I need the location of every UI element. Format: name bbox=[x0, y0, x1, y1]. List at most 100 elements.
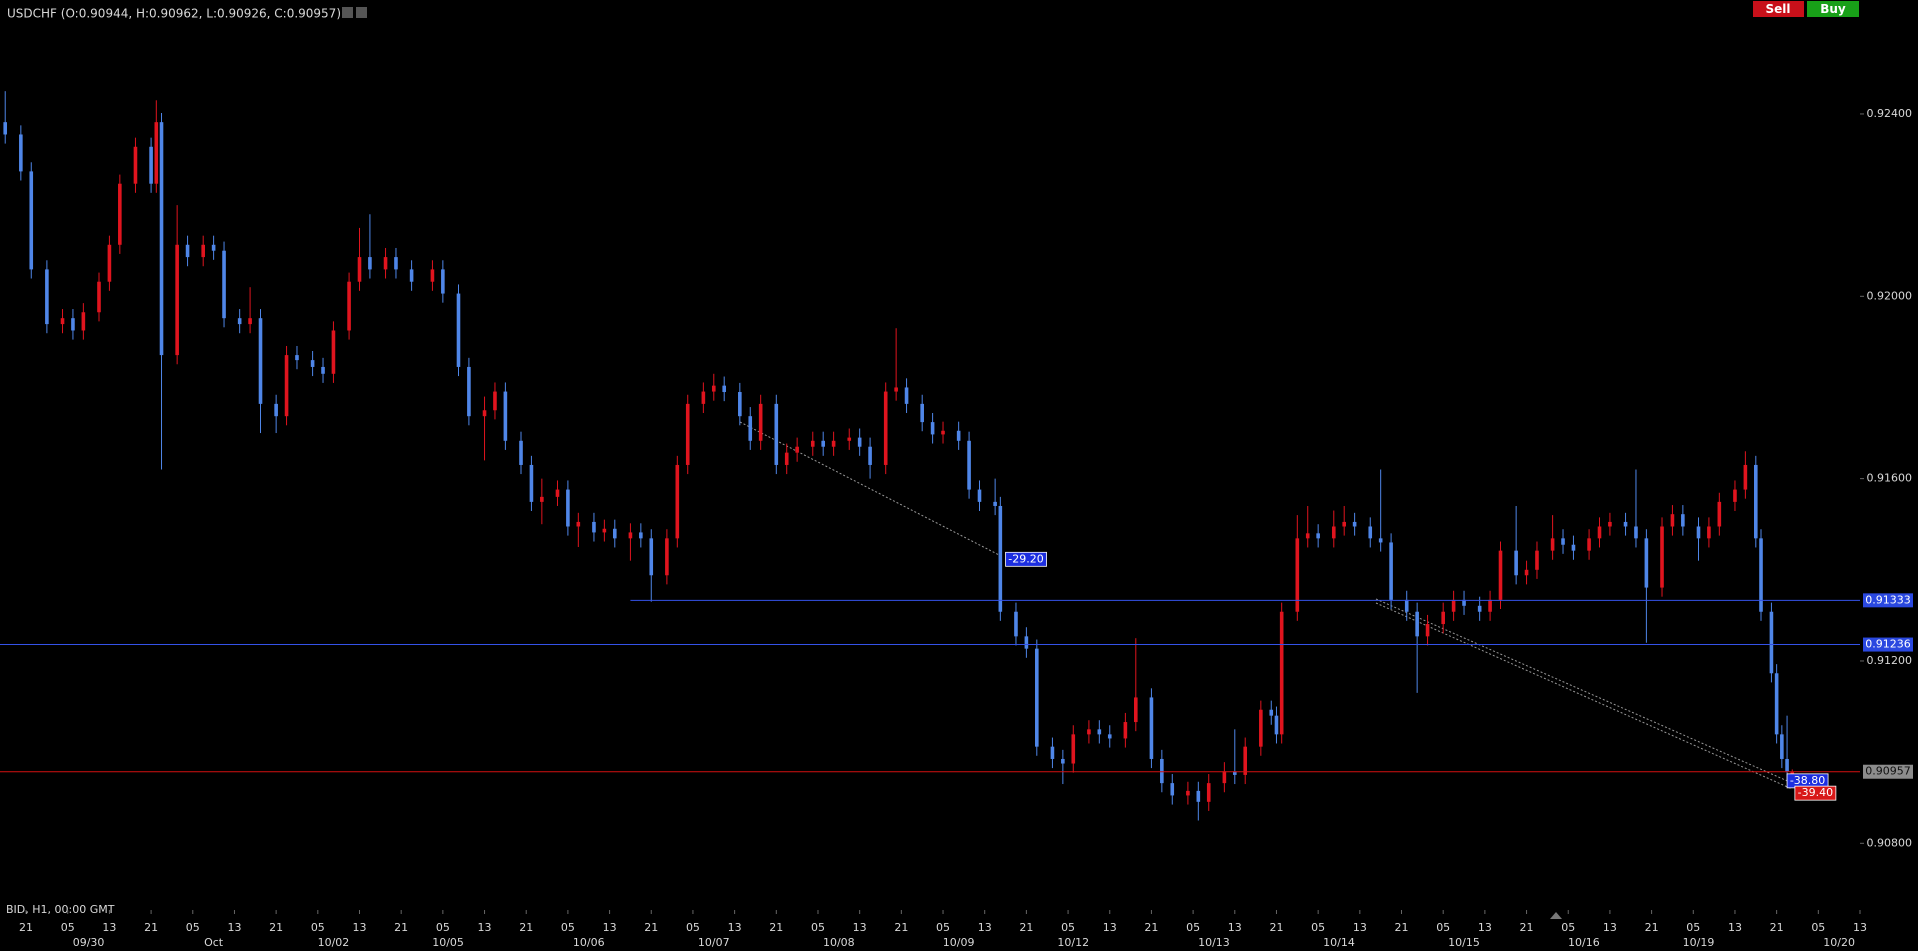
close-icon[interactable] bbox=[356, 7, 367, 18]
candle-body bbox=[467, 366, 471, 417]
candle-body bbox=[529, 464, 534, 502]
candle-body bbox=[1170, 783, 1175, 796]
candle-body bbox=[1222, 771, 1227, 784]
candle-body bbox=[1769, 611, 1774, 674]
x-tick-label: 05 bbox=[1436, 921, 1450, 934]
candle-body bbox=[1050, 746, 1055, 759]
candle-body bbox=[310, 360, 315, 367]
price-level-box bbox=[1863, 764, 1913, 779]
y-tick-label: 0.92000 bbox=[1867, 289, 1913, 302]
candle-body bbox=[941, 430, 945, 435]
candle-body bbox=[331, 330, 336, 374]
date-label: 10/15 bbox=[1448, 936, 1480, 949]
candle-body bbox=[493, 391, 497, 411]
candle-body bbox=[1071, 734, 1076, 764]
candle-body bbox=[1451, 599, 1456, 612]
x-tick-label: 21 bbox=[1395, 921, 1409, 934]
candle-body bbox=[1087, 729, 1091, 735]
x-tick-label: 05 bbox=[811, 921, 825, 934]
candle-body bbox=[45, 269, 49, 325]
x-tick-label: 05 bbox=[186, 921, 200, 934]
sell-button[interactable] bbox=[1753, 1, 1804, 17]
candle-body bbox=[71, 318, 75, 331]
trade-marker-label: -38.80 bbox=[1790, 774, 1825, 787]
candle-body bbox=[1608, 521, 1612, 527]
candle-body bbox=[456, 293, 461, 367]
x-tick-label: 21 bbox=[1269, 921, 1283, 934]
candle-body bbox=[1623, 521, 1628, 527]
sell-label[interactable]: Sell bbox=[1765, 2, 1790, 16]
date-label: 10/13 bbox=[1198, 936, 1230, 949]
trade-marker bbox=[1005, 551, 1047, 567]
candle-body bbox=[248, 318, 252, 325]
price-level-label: 0.91333 bbox=[1865, 593, 1911, 606]
candle-body bbox=[284, 355, 289, 417]
candle-body bbox=[555, 489, 560, 497]
candle-body bbox=[738, 392, 742, 417]
x-tick-label: 13 bbox=[603, 921, 617, 934]
buy-button[interactable] bbox=[1807, 1, 1859, 17]
candle-body bbox=[1571, 544, 1576, 551]
date-label: 10/14 bbox=[1323, 936, 1355, 949]
candle-body bbox=[1107, 734, 1112, 739]
candle-body bbox=[1498, 550, 1503, 600]
x-tick-label: 13 bbox=[978, 921, 992, 934]
candle-body bbox=[1123, 722, 1128, 739]
x-tick-label: 05 bbox=[936, 921, 950, 934]
candle-body bbox=[519, 440, 523, 465]
candle-body bbox=[1514, 550, 1518, 576]
candle-body bbox=[857, 437, 862, 447]
y-tick-label: 0.90800 bbox=[1867, 836, 1913, 849]
candle-body bbox=[258, 318, 263, 404]
candle-body bbox=[1535, 550, 1539, 570]
candle-body bbox=[1061, 758, 1065, 764]
candle-body bbox=[1644, 538, 1649, 588]
trade-link bbox=[739, 421, 1004, 558]
x-tick-label: 05 bbox=[686, 921, 700, 934]
date-label: Oct bbox=[204, 936, 224, 949]
x-tick-label: 05 bbox=[561, 921, 575, 934]
candle-body bbox=[274, 403, 278, 417]
x-tick-label: 05 bbox=[61, 921, 75, 934]
candle-body bbox=[503, 391, 508, 441]
candle-body bbox=[592, 521, 596, 533]
x-tick-label: 13 bbox=[853, 921, 867, 934]
candle-body bbox=[602, 528, 607, 533]
x-tick-label: 05 bbox=[1186, 921, 1200, 934]
x-tick-label: 13 bbox=[352, 921, 366, 934]
candle-body bbox=[649, 538, 654, 576]
buy-label[interactable]: Buy bbox=[1820, 2, 1846, 16]
candle-body bbox=[1243, 746, 1248, 775]
candle-body bbox=[1035, 648, 1039, 747]
x-tick-label: 05 bbox=[1311, 921, 1325, 934]
x-tick-label: 13 bbox=[728, 921, 742, 934]
candle-body bbox=[1425, 624, 1430, 637]
candle-body bbox=[185, 244, 190, 258]
footer: BID, H1, 00:00 GMT bbox=[6, 903, 115, 916]
candle-body bbox=[1681, 514, 1685, 527]
candle-body bbox=[675, 464, 680, 539]
x-tick-label: 21 bbox=[519, 921, 533, 934]
candle-body bbox=[685, 403, 690, 465]
x-tick-label: 13 bbox=[1853, 921, 1867, 934]
candle-body bbox=[383, 257, 388, 270]
x-tick-label: 13 bbox=[1728, 921, 1742, 934]
candle-body bbox=[201, 244, 205, 258]
scroll-marker[interactable] bbox=[1550, 912, 1562, 919]
candle-body bbox=[847, 437, 852, 441]
candle-body bbox=[612, 528, 617, 539]
candle-body bbox=[967, 440, 971, 490]
candle-body bbox=[394, 257, 398, 270]
trade-marker-label: -29.20 bbox=[1008, 552, 1043, 565]
settings-icon[interactable] bbox=[342, 7, 353, 18]
candle-body bbox=[904, 387, 909, 404]
candle-body bbox=[154, 122, 159, 184]
candle-body bbox=[1743, 464, 1748, 490]
candle-body bbox=[1149, 697, 1154, 759]
date-label: 10/20 bbox=[1823, 936, 1855, 949]
candle-body bbox=[665, 538, 669, 576]
candle-body bbox=[1196, 790, 1201, 802]
x-tick-label: 21 bbox=[1144, 921, 1158, 934]
candle-body bbox=[774, 403, 779, 465]
